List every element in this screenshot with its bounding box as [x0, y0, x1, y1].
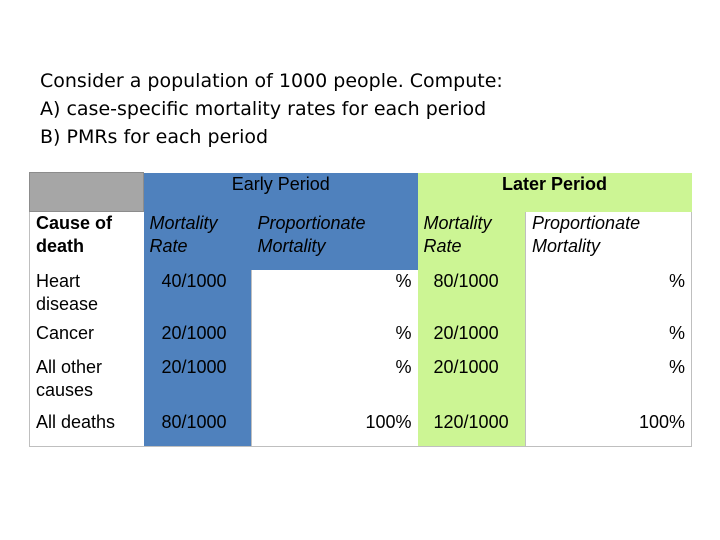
early-rate-cell: 40/1000 — [143, 270, 252, 322]
early-mortality-rate-header: Mortality Rate — [143, 211, 252, 270]
column-header-row: Cause of death Mortality Rate Proportion… — [29, 211, 693, 270]
prompt-line-2: A) case-specific mortality rates for eac… — [40, 98, 487, 120]
cause-of-death-header: Cause of death — [29, 211, 144, 270]
later-proportionate-mortality-header: Proportionate Mortality — [525, 211, 693, 270]
later-pm-cell: 100% — [525, 411, 693, 447]
cause-cell: All other causes — [29, 356, 144, 411]
later-pm-cell: % — [525, 322, 693, 356]
prompt-line-1: Consider a population of 1000 people. Co… — [40, 70, 503, 92]
later-rate-cell: 80/1000 — [417, 270, 526, 322]
early-rate-cell: 80/1000 — [143, 411, 252, 447]
early-pm-cell: % — [250, 356, 418, 411]
early-pm-cell: 100% — [250, 411, 418, 447]
later-pm-cell: % — [525, 356, 693, 411]
table-row: All other causes 20/1000 % 20/1000 % — [29, 356, 693, 411]
later-period-header: Later Period — [417, 172, 692, 212]
exercise-prompt: Consider a population of 1000 people. Co… — [40, 67, 680, 151]
early-rate-cell: 20/1000 — [143, 322, 252, 356]
early-rate-cell: 20/1000 — [143, 356, 252, 411]
later-rate-cell: 20/1000 — [417, 356, 526, 411]
mortality-table: Early Period Later Period Cause of death… — [29, 172, 693, 447]
later-rate-cell: 120/1000 — [417, 411, 526, 447]
prompt-line-3: B) PMRs for each period — [40, 126, 269, 148]
table-row: Heart disease 40/1000 % 80/1000 % — [29, 270, 693, 322]
table-row-total: All deaths 80/1000 100% 120/1000 100% — [29, 411, 693, 447]
early-pm-cell: % — [250, 322, 418, 356]
early-pm-cell: % — [250, 270, 418, 322]
early-proportionate-mortality-header: Proportionate Mortality — [251, 211, 418, 270]
period-header-row: Early Period Later Period — [29, 172, 692, 212]
cause-cell: All deaths — [29, 411, 144, 447]
corner-cell — [29, 172, 144, 212]
later-mortality-rate-header: Mortality Rate — [417, 211, 526, 270]
table-row: Cancer 20/1000 % 20/1000 % — [29, 322, 693, 356]
later-pm-cell: % — [525, 270, 693, 322]
later-rate-cell: 20/1000 — [417, 322, 526, 356]
cause-cell: Heart disease — [29, 270, 144, 322]
cause-cell: Cancer — [29, 322, 144, 356]
early-period-header: Early Period — [143, 172, 418, 212]
